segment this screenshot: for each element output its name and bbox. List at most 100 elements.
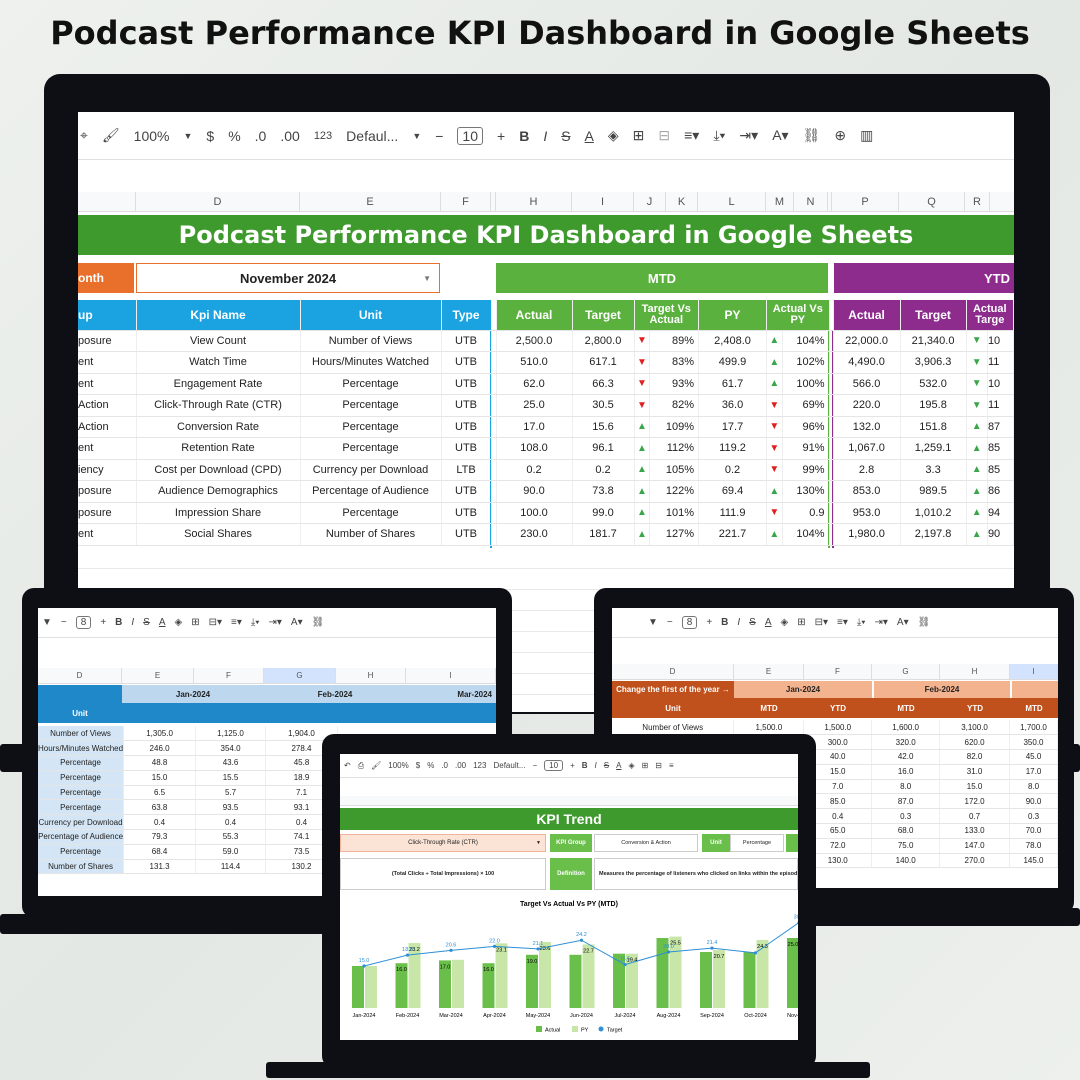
strikethrough-button[interactable]: S xyxy=(603,761,610,770)
kpi-row[interactable]: ent Social Shares Number of Shares UTB 230.0… xyxy=(78,523,1014,546)
plus-icon[interactable]: + xyxy=(570,761,575,770)
print-icon[interactable]: ⎙ xyxy=(357,760,365,770)
kpi-row[interactable]: Action Click-Through Rate (CTR) Percentage… xyxy=(78,394,1014,417)
percent-button[interactable]: % xyxy=(228,127,241,144)
fill-color-icon[interactable]: ◈ xyxy=(780,617,789,628)
comment-icon[interactable]: ⊕ xyxy=(834,127,847,143)
column-header[interactable]: L xyxy=(698,192,766,211)
column-header[interactable]: M xyxy=(766,192,794,211)
kpi-row[interactable]: ent Watch Time Hours/Minutes Watched UTB 510… xyxy=(78,351,1014,374)
column-header[interactable]: F xyxy=(441,192,491,211)
italic-button[interactable]: I xyxy=(543,127,548,144)
minus-icon[interactable]: − xyxy=(532,761,538,770)
format-painter-icon[interactable]: 🖌 xyxy=(371,761,382,770)
fill-color-icon[interactable]: ◈ xyxy=(174,617,183,628)
column-header[interactable]: R xyxy=(965,192,990,211)
wrap-icon[interactable]: ⇥▾ xyxy=(268,617,282,628)
bold-button[interactable]: B xyxy=(581,761,588,770)
strikethrough-button[interactable]: S xyxy=(561,127,571,144)
increase-decimal-button[interactable]: .00 xyxy=(454,761,467,770)
rotate-icon[interactable]: A▾ xyxy=(896,617,909,628)
font-size-input[interactable]: 8 xyxy=(75,616,92,629)
column-header[interactable]: I xyxy=(1010,664,1058,679)
table-row[interactable]: Percentage 15.0 15.5 18.9 xyxy=(38,770,338,786)
strikethrough-button[interactable]: S xyxy=(749,617,756,628)
minus-icon[interactable]: − xyxy=(435,127,444,144)
undo-icon[interactable]: ↶ xyxy=(344,761,351,770)
column-header[interactable]: E xyxy=(300,192,441,211)
borders-icon[interactable]: ⊞ xyxy=(191,617,200,628)
merge-cells-icon[interactable]: ⊟▾ xyxy=(208,617,223,628)
column-header[interactable]: H xyxy=(940,664,1010,679)
column-header[interactable]: P xyxy=(832,192,899,211)
font-select[interactable]: Default... xyxy=(493,761,526,770)
column-header[interactable]: F xyxy=(804,664,872,679)
column-header[interactable]: D xyxy=(136,192,300,211)
decrease-decimal-button[interactable]: .0 xyxy=(441,761,448,770)
fill-color-icon[interactable]: ◈ xyxy=(628,761,635,770)
kpi-row[interactable]: ent Retention Rate Percentage UTB 108.0 96.1 ▲… xyxy=(78,437,1014,460)
table-row[interactable]: Percentage of Audience 79.3 55.3 74.1 xyxy=(38,829,338,845)
column-header[interactable]: D xyxy=(612,664,734,679)
minus-icon[interactable]: − xyxy=(60,617,67,628)
bold-button[interactable]: B xyxy=(519,127,530,144)
plus-icon[interactable]: + xyxy=(706,617,713,628)
column-header[interactable]: J xyxy=(634,192,666,211)
bold-button[interactable]: B xyxy=(115,617,123,628)
minus-icon[interactable]: − xyxy=(666,617,673,628)
text-color-button[interactable]: A xyxy=(158,617,166,628)
strikethrough-button[interactable]: S xyxy=(143,617,150,628)
italic-button[interactable]: I xyxy=(737,617,741,628)
table-row[interactable]: Percentage 48.8 43.6 45.8 xyxy=(38,755,338,771)
merge-cells-icon[interactable]: ⊟ xyxy=(655,761,662,770)
column-header[interactable]: Q xyxy=(899,192,965,211)
percent-button[interactable]: % xyxy=(427,761,435,770)
borders-icon[interactable]: ⊞ xyxy=(797,617,806,628)
table-row[interactable]: Hours/Minutes Watched 246.0 354.0 278.4 xyxy=(38,740,338,757)
align-icon[interactable]: ≡▾ xyxy=(231,617,242,628)
borders-icon[interactable]: ⊞ xyxy=(641,761,649,770)
table-row[interactable]: Number of Views 1,305.0 1,125.0 1,904.0 xyxy=(38,726,338,742)
column-header[interactable]: G xyxy=(872,664,940,679)
font-size-input[interactable]: 10 xyxy=(457,126,483,145)
align-icon[interactable]: ≡ xyxy=(669,761,674,770)
currency-button[interactable]: $ xyxy=(415,761,421,770)
format-painter-icon[interactable]: 🖌 xyxy=(101,127,120,143)
valign-icon[interactable]: ⤓▾ xyxy=(250,617,260,628)
bold-button[interactable]: B xyxy=(721,617,729,628)
column-header[interactable]: N xyxy=(794,192,828,211)
align-icon[interactable]: ≡▾ xyxy=(837,617,848,628)
kpi-select[interactable]: Click-Through Rate (CTR) ▼ xyxy=(340,834,546,852)
column-header[interactable]: G xyxy=(264,668,336,683)
column-header[interactable]: H xyxy=(496,192,572,211)
column-header[interactable]: D xyxy=(38,668,122,683)
merge-cells-icon[interactable]: ⊟ xyxy=(658,127,671,143)
font-size-input[interactable]: 10 xyxy=(544,760,564,771)
rotate-icon[interactable]: A▾ xyxy=(772,127,789,143)
zoom-select[interactable]: 100% xyxy=(133,127,170,144)
month-select[interactable]: November 2024 ▼ xyxy=(136,263,440,293)
font-select[interactable]: Defaul... xyxy=(346,127,399,144)
kpi-row[interactable]: posure Impression Share Percentage UTB 100.0… xyxy=(78,502,1014,524)
table-row[interactable]: Percentage 6.5 5.7 7.1 xyxy=(38,785,338,801)
chart-icon[interactable]: ▥ xyxy=(860,127,874,143)
table-row[interactable]: Percentage 63.8 93.5 93.1 xyxy=(38,799,338,816)
valign-icon[interactable]: ⤓▾ xyxy=(856,617,866,628)
increase-decimal-button[interactable]: .00 xyxy=(280,127,300,144)
rotate-icon[interactable]: A▾ xyxy=(290,617,303,628)
column-header[interactable]: F xyxy=(194,668,264,683)
column-header[interactable]: H xyxy=(336,668,406,683)
table-row[interactable]: Number of Views 1,500.0 1,500.0 1,600.0 3,10… xyxy=(612,720,1058,736)
kpi-row[interactable]: ent Engagement Rate Percentage UTB 62.0 66.3 ▼… xyxy=(78,373,1014,395)
column-header[interactable]: I xyxy=(572,192,634,211)
kpi-row[interactable]: iency Cost per Download (CPD) Currency per… xyxy=(78,459,1014,481)
link-icon[interactable]: ⛓ xyxy=(802,127,821,143)
kpi-row[interactable]: posure Audience Demographics Percentage of… xyxy=(78,480,1014,503)
column-header[interactable]: K xyxy=(666,192,698,211)
decrease-decimal-button[interactable]: .0 xyxy=(254,127,267,144)
kpi-row[interactable]: Action Conversion Rate Percentage UTB 17.0 15… xyxy=(78,416,1014,438)
link-icon[interactable]: ⛓ xyxy=(917,617,931,628)
table-row[interactable]: Percentage 68.4 59.0 73.5 xyxy=(38,844,338,860)
text-color-button[interactable]: A xyxy=(764,617,772,628)
italic-button[interactable]: I xyxy=(131,617,135,628)
